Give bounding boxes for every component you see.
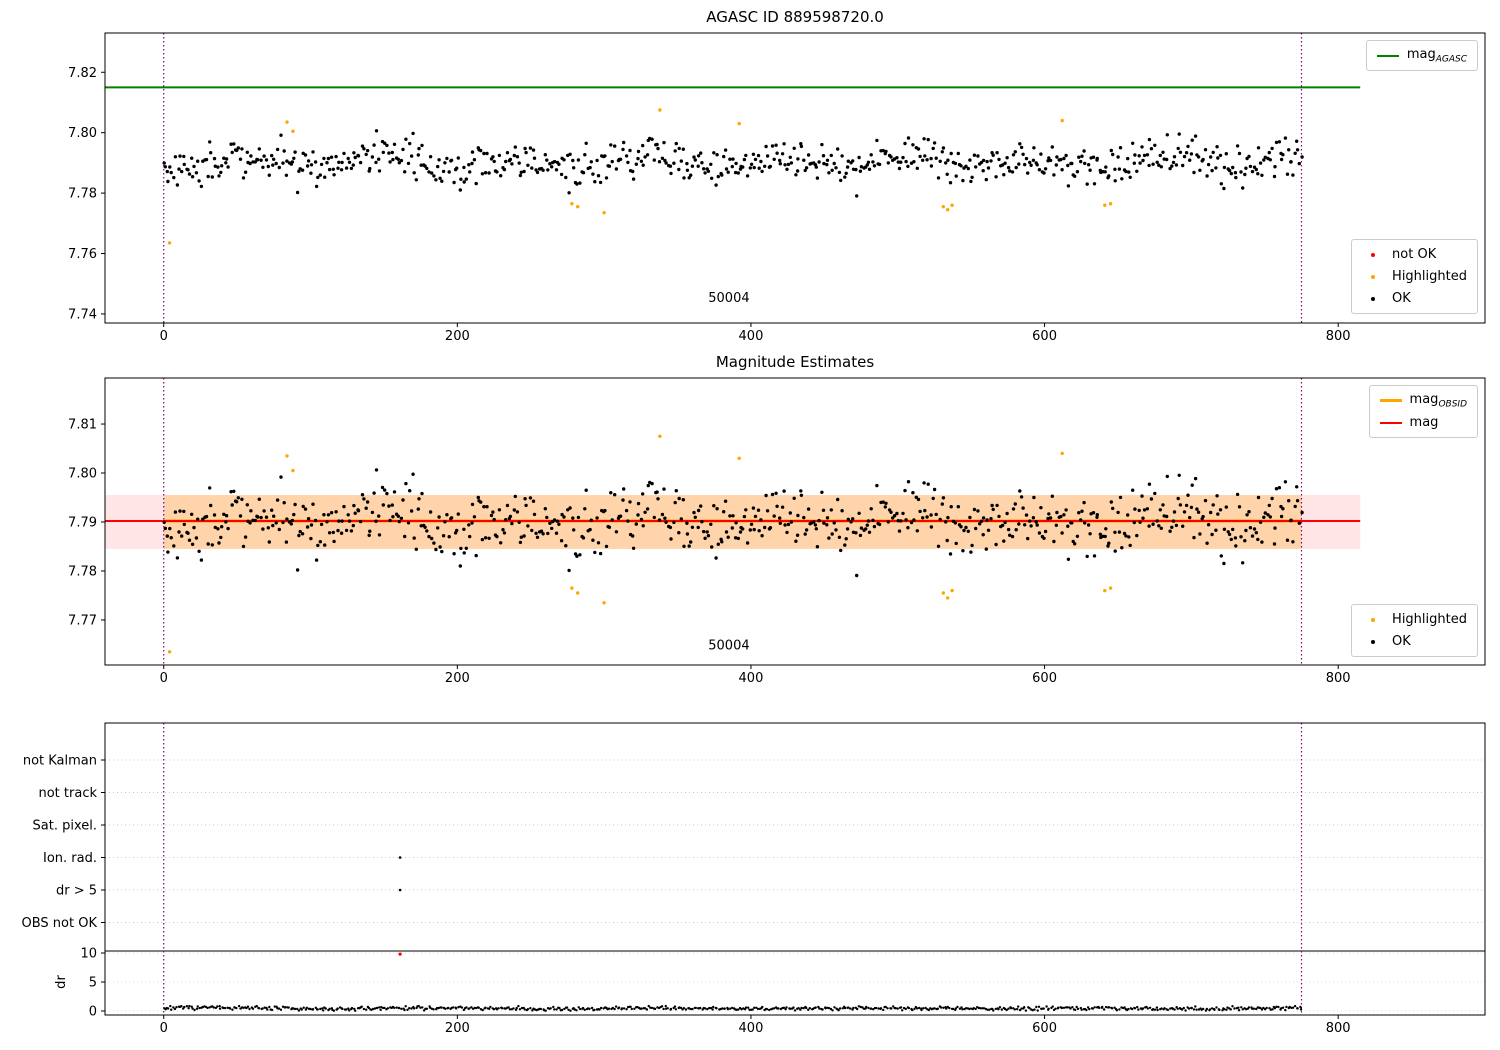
x-tick-label: 200 — [445, 329, 470, 344]
panel-border — [104, 32, 1486, 324]
legend-item-ok: OK — [1362, 289, 1467, 308]
y-tick-label: 7.77 — [68, 613, 97, 628]
legend-label: magAGASC — [1406, 46, 1467, 65]
x-tick-label: 800 — [1326, 1021, 1351, 1036]
flag-point-ion-rad — [398, 856, 402, 859]
flag-label-obs-not-ok: OBS not OK — [22, 916, 98, 931]
legend-item-ok: OK — [1362, 632, 1467, 651]
legend-dot-swatch — [1362, 639, 1384, 644]
legend-line-swatch — [1379, 399, 1402, 402]
y-tick-label: 7.80 — [68, 467, 97, 482]
dr-outlier-point — [398, 952, 402, 956]
highlighted-points — [167, 108, 1113, 245]
flag-point-dr-5 — [398, 888, 402, 892]
dr-tick-label: 10 — [80, 947, 97, 962]
panel1-title: AGASC ID 889598720.0 — [706, 8, 884, 26]
x-tick-label: 0 — [160, 329, 168, 344]
panel-magnitude-estimates: 50004 0 200 400 600 800 7.77 7.78 7.79 7.80 7.81 — [68, 377, 1486, 686]
panel-flags-and-dr: not Kalman not track Sat. pixel. Ion. rad. d… — [22, 722, 1486, 1036]
dr-tick-label: 0 — [89, 1005, 97, 1020]
legend-label: magOBSID — [1409, 391, 1467, 410]
legend-dot-swatch — [1362, 252, 1384, 257]
y-tick-label: 7.80 — [68, 126, 97, 141]
obsid-annotation: 50004 — [708, 291, 749, 306]
legend-p1-point-types: not OK Highlighted OK — [1351, 239, 1478, 314]
x-tick-label: 600 — [1032, 1021, 1057, 1036]
y-tick-label: 7.79 — [68, 515, 97, 530]
flag-label-dr-5: dr > 5 — [56, 884, 97, 899]
legend-mag-lines: magOBSID mag — [1368, 385, 1478, 438]
legend-dot-swatch — [1362, 617, 1384, 622]
flag-label-not-kalman: not Kalman — [23, 754, 97, 769]
legend-mag-agasc: magAGASC — [1365, 40, 1478, 71]
x-tick-label: 400 — [739, 329, 764, 344]
legend-label: not OK — [1392, 247, 1437, 262]
legend-line-swatch — [1376, 54, 1399, 57]
x-tick-label: 200 — [445, 671, 470, 686]
legend-item-mag: mag — [1379, 413, 1467, 432]
panel-border — [104, 722, 1486, 1016]
dr-axis-label: dr — [54, 975, 69, 989]
y-tick-label: 7.78 — [68, 564, 97, 579]
x-tick-label: 600 — [1032, 671, 1057, 686]
legend-label: OK — [1392, 291, 1411, 306]
flag-label-sat-pixel: Sat. pixel. — [33, 819, 97, 834]
x-tick-label: 0 — [160, 1021, 168, 1036]
x-tick-label: 400 — [739, 1021, 764, 1036]
legend-dot-swatch — [1362, 296, 1384, 301]
legend-item-highlighted: Highlighted — [1362, 267, 1467, 286]
legend-item-mag-agasc: magAGASC — [1376, 46, 1467, 65]
ok-points — [162, 468, 1304, 578]
legend-label: mag — [1409, 415, 1439, 430]
legend-label: OK — [1392, 634, 1411, 649]
legend-label: Highlighted — [1392, 612, 1467, 627]
obsid-annotation: 50004 — [708, 638, 749, 653]
x-tick-label: 600 — [1032, 329, 1057, 344]
x-tick-label: 400 — [739, 671, 764, 686]
y-tick-label: 7.74 — [68, 307, 97, 322]
y-tick-label: 7.78 — [68, 187, 97, 202]
y-tick-label: 7.82 — [68, 66, 97, 81]
dr-tick-label: 5 — [89, 976, 97, 991]
legend-item-mag-obsid: magOBSID — [1379, 391, 1467, 410]
panel-agasc-mag: 50004 0 200 400 600 800 7.74 7.76 7.78 7.80 7.82 — [68, 32, 1486, 344]
legend-dot-swatch — [1362, 274, 1384, 279]
flag-label-not-track: not track — [38, 786, 97, 801]
panel2-title: Magnitude Estimates — [715, 353, 875, 371]
highlighted-points — [167, 434, 1113, 654]
y-tick-label: 7.81 — [68, 418, 97, 433]
x-tick-label: 200 — [445, 1021, 470, 1036]
legend-p2-point-types: Highlighted OK — [1351, 604, 1478, 657]
x-tick-label: 800 — [1326, 671, 1351, 686]
y-tick-label: 7.76 — [68, 247, 97, 262]
flag-label-ion-rad: Ion. rad. — [43, 851, 97, 866]
ok-points — [162, 129, 1304, 198]
x-tick-label: 800 — [1326, 329, 1351, 344]
legend-line-swatch — [1379, 421, 1402, 424]
x-tick-label: 0 — [160, 671, 168, 686]
legend-label: Highlighted — [1392, 269, 1467, 284]
legend-item-not-ok: not OK — [1362, 245, 1467, 264]
dr-points — [163, 1004, 1303, 1012]
legend-item-highlighted: Highlighted — [1362, 610, 1467, 629]
panel-border — [104, 377, 1486, 666]
